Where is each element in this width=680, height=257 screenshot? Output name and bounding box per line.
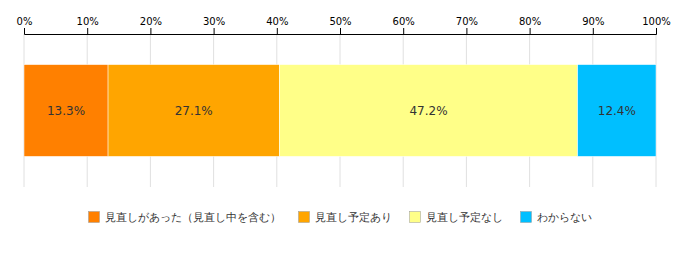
tick-mark: [340, 28, 341, 34]
chart: 0% 10% 20% 30% 40% 50% 60% 70% 80% 90% 100% 13.3% 27…: [0, 0, 680, 257]
legend-swatch: [89, 212, 100, 223]
tick-mark: [403, 28, 404, 34]
tick-label: 20%: [140, 16, 162, 27]
bars: [24, 65, 656, 157]
tick: 40%: [266, 16, 288, 34]
tick-label: 0%: [17, 16, 33, 27]
tick-label: 30%: [203, 16, 225, 27]
tick-label: 60%: [393, 16, 415, 27]
tick: 50%: [329, 16, 351, 34]
tick: 20%: [140, 16, 162, 34]
tick-label: 40%: [266, 16, 288, 27]
tick-label: 80%: [519, 16, 541, 27]
tick: 0%: [17, 16, 33, 34]
tick-mark: [214, 28, 215, 34]
bar-segment: [578, 65, 656, 157]
legend-label: わからない: [537, 211, 592, 224]
data-label: 13.3%: [47, 104, 85, 118]
bar-segment: [279, 65, 577, 157]
legend-label: 見直し予定あり: [315, 211, 392, 224]
tick: 60%: [393, 16, 415, 34]
legend-swatch: [299, 212, 310, 223]
tick-mark: [530, 28, 531, 34]
data-label: 27.1%: [175, 104, 213, 118]
legend-item: 見直し予定なし: [410, 211, 503, 224]
tick-label: 70%: [456, 16, 478, 27]
data-label: 47.2%: [409, 104, 447, 118]
data-label: 12.4%: [598, 104, 636, 118]
legend-label: 見直しがあった（見直し中を含む）: [105, 211, 281, 224]
tick: 90%: [582, 16, 604, 34]
legend-swatch: [521, 212, 532, 223]
tick-label: 10%: [77, 16, 99, 27]
tick: 10%: [77, 16, 99, 34]
tick-mark: [466, 28, 467, 34]
legend-item: 見直しがあった（見直し中を含む）: [89, 211, 281, 224]
tick-label: 90%: [582, 16, 604, 27]
tick-mark: [150, 28, 151, 34]
data-labels: 13.3% 27.1% 47.2% 12.4%: [47, 104, 636, 118]
tick: 100%: [642, 16, 671, 34]
legend-item: わからない: [521, 211, 592, 224]
tick-mark: [87, 28, 88, 34]
tick-label: 100%: [642, 16, 671, 27]
legend-swatch: [410, 212, 421, 223]
plot: 0% 10% 20% 30% 40% 50% 60% 70% 80% 90% 100% 13.3% 27…: [17, 16, 671, 187]
tick-mark: [593, 28, 594, 34]
tick-mark: [656, 28, 657, 34]
tick: 30%: [203, 16, 225, 34]
bar-segment: [108, 65, 279, 157]
tick-mark: [24, 28, 25, 34]
tick: 70%: [456, 16, 478, 34]
tick-mark: [277, 28, 278, 34]
tick: 80%: [519, 16, 541, 34]
grid: [24, 34, 656, 187]
bar-segment: [24, 65, 108, 157]
axis-line: [25, 28, 657, 35]
legend: 見直しがあった（見直し中を含む） 見直し予定あり 見直し予定なし わからない: [89, 211, 592, 224]
legend-item: 見直し予定あり: [299, 211, 392, 224]
tick-label: 50%: [329, 16, 351, 27]
legend-label: 見直し予定なし: [426, 211, 503, 224]
x-axis: 0% 10% 20% 30% 40% 50% 60% 70% 80% 90% 100%: [17, 16, 671, 35]
